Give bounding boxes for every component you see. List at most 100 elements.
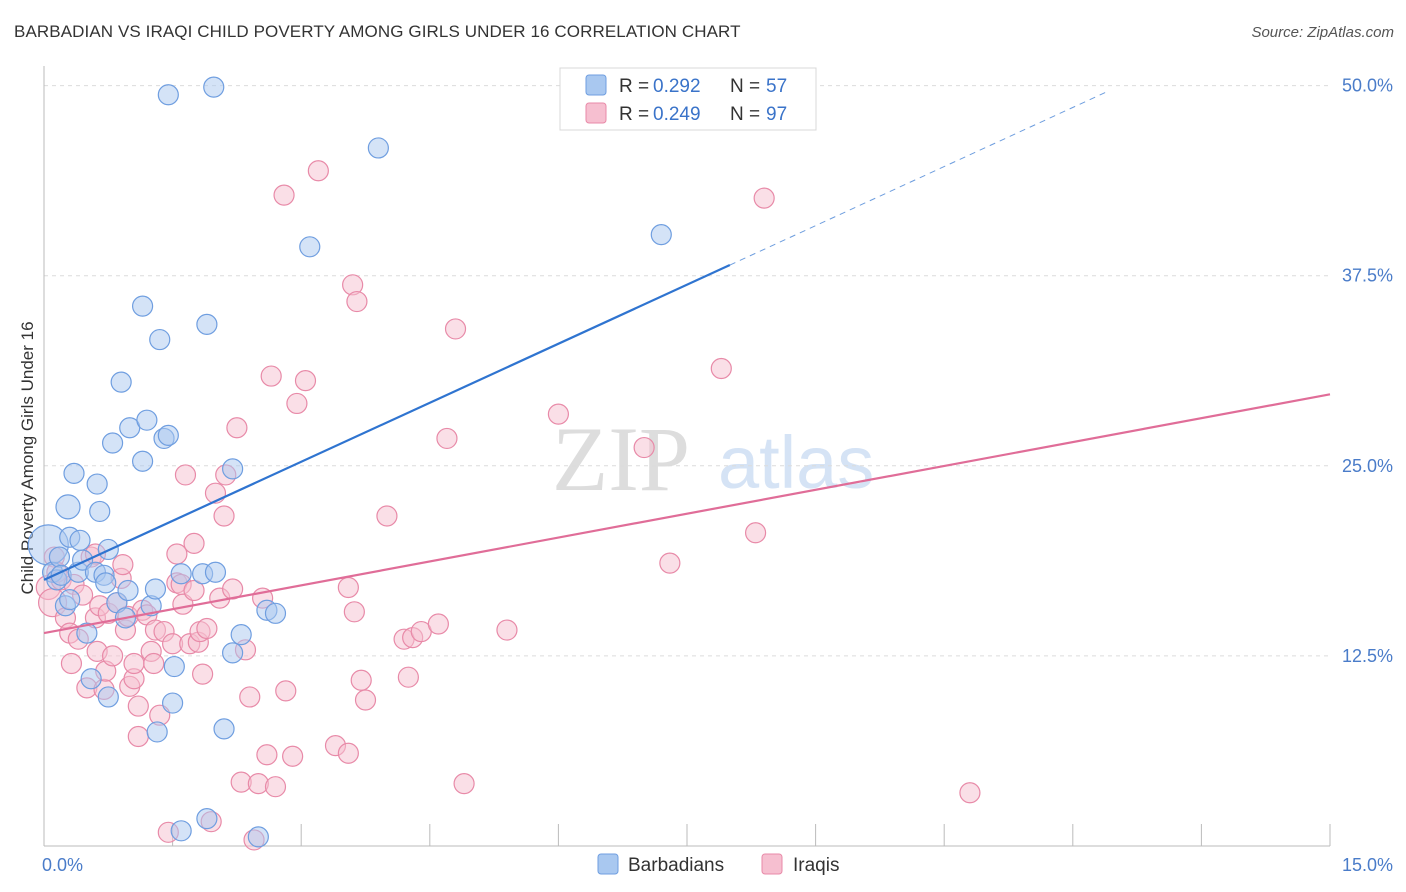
point-barbadians [95, 572, 117, 594]
trendline-iraqis [43, 393, 1331, 635]
point-barbadians [101, 432, 124, 454]
point-iraqis [282, 745, 304, 767]
point-iraqis [127, 725, 149, 748]
point-iraqis [260, 365, 282, 387]
watermark-atlas: atlas [718, 421, 874, 504]
legend-swatch-iraqis [585, 102, 607, 124]
point-iraqis [346, 290, 368, 313]
point-barbadians [131, 295, 154, 317]
point-barbadians [222, 458, 244, 480]
point-iraqis [633, 436, 655, 459]
point-barbadians [650, 224, 672, 246]
point-barbadians [136, 409, 158, 431]
chart-title: BARBADIAN VS IRAQI CHILD POVERTY AMONG G… [14, 22, 741, 41]
point-barbadians [222, 642, 244, 664]
point-barbadians [196, 313, 218, 335]
point-barbadians [48, 546, 71, 568]
point-iraqis [213, 505, 235, 527]
trendline-barbadians [43, 264, 731, 581]
legend-r-label-iraqis: R = [619, 104, 649, 125]
y-tick-label: 25.0% [1342, 456, 1393, 476]
point-barbadians [196, 808, 218, 830]
point-barbadians [59, 589, 81, 611]
point-iraqis [192, 663, 214, 685]
point-iraqis [127, 695, 149, 717]
point-barbadians [162, 692, 184, 714]
point-iraqis [239, 686, 261, 708]
point-barbadians [163, 655, 185, 678]
watermark: ZIP atlas [552, 408, 874, 510]
point-barbadians [146, 721, 168, 743]
legend-n-label-barbadians: N = [730, 76, 760, 97]
point-iraqis [101, 645, 124, 667]
chart-source: Source: ZipAtlas.com [1251, 24, 1394, 41]
point-barbadians [213, 718, 235, 740]
point-iraqis [397, 666, 419, 688]
point-iraqis [183, 532, 205, 554]
point-iraqis [307, 160, 329, 182]
point-barbadians [110, 371, 132, 393]
legend-r-value-barbadians: 0.292 [653, 76, 701, 97]
point-barbadians [170, 820, 192, 842]
point-barbadians [203, 76, 225, 98]
point-barbadians [117, 579, 139, 602]
legend-n-label-iraqis: N = [730, 104, 760, 125]
point-iraqis [166, 543, 188, 565]
y-tick-label: 37.5% [1342, 266, 1393, 286]
point-barbadians [264, 602, 287, 624]
point-iraqis [286, 392, 308, 415]
legend-series-swatch-barbadians [597, 853, 619, 875]
legend-r-value-iraqis: 0.249 [653, 104, 701, 125]
point-iraqis [753, 187, 775, 209]
point-barbadians [131, 450, 154, 472]
trendlines [43, 91, 1331, 635]
point-iraqis [143, 652, 165, 675]
point-barbadians [86, 473, 108, 495]
point-iraqis [273, 184, 295, 206]
point-iraqis [659, 552, 681, 574]
point-iraqis [436, 427, 458, 450]
point-iraqis [453, 773, 475, 795]
trendline-barbadians-extension [729, 91, 1108, 266]
legend-n-value-barbadians: 57 [766, 76, 787, 97]
legend-series-label-iraqis: Iraqis [793, 855, 839, 876]
legend-series: Barbadians Iraqis [597, 853, 839, 876]
legend-series-swatch-iraqis [761, 853, 783, 875]
point-iraqis [343, 601, 365, 623]
point-iraqis [256, 744, 278, 766]
x-tick-label: 15.0% [1342, 855, 1393, 875]
legend-series-label-barbadians: Barbadians [628, 855, 724, 876]
point-iraqis [547, 403, 570, 425]
point-barbadians [299, 236, 321, 258]
legend-n-value-iraqis: 97 [766, 104, 787, 125]
point-iraqis [294, 370, 317, 392]
point-iraqis [226, 417, 248, 439]
point-barbadians [170, 563, 192, 585]
point-barbadians [76, 622, 98, 644]
point-iraqis [744, 522, 767, 544]
legend-stats: R = 0.292 N = 57 R = 0.249 N = 97 [559, 67, 817, 131]
point-iraqis [376, 505, 398, 527]
point-barbadians [97, 686, 119, 708]
legend-r-label-barbadians: R = [619, 76, 649, 97]
watermark-zip: ZIP [552, 408, 690, 510]
x-tick-labels: 0.0% 15.0% [42, 855, 1393, 875]
point-iraqis [710, 357, 732, 380]
y-tick-label: 50.0% [1342, 76, 1393, 96]
point-barbadians [89, 500, 111, 523]
point-barbadians [69, 529, 91, 551]
point-barbadians [204, 561, 227, 583]
point-iraqis [196, 617, 218, 640]
point-barbadians [149, 328, 171, 351]
point-barbadians [230, 624, 252, 646]
point-barbadians [247, 826, 269, 848]
series-barbadians [27, 76, 672, 848]
point-iraqis [174, 464, 197, 486]
point-barbadians [157, 424, 179, 446]
point-barbadians [55, 494, 81, 520]
point-barbadians [144, 578, 167, 600]
point-iraqis [496, 619, 518, 641]
point-iraqis [183, 579, 205, 602]
point-iraqis [275, 680, 297, 702]
